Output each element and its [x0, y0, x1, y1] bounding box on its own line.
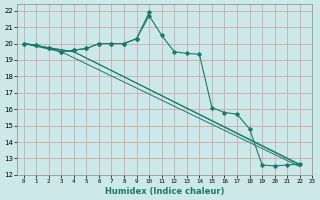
X-axis label: Humidex (Indice chaleur): Humidex (Indice chaleur) [105, 187, 225, 196]
